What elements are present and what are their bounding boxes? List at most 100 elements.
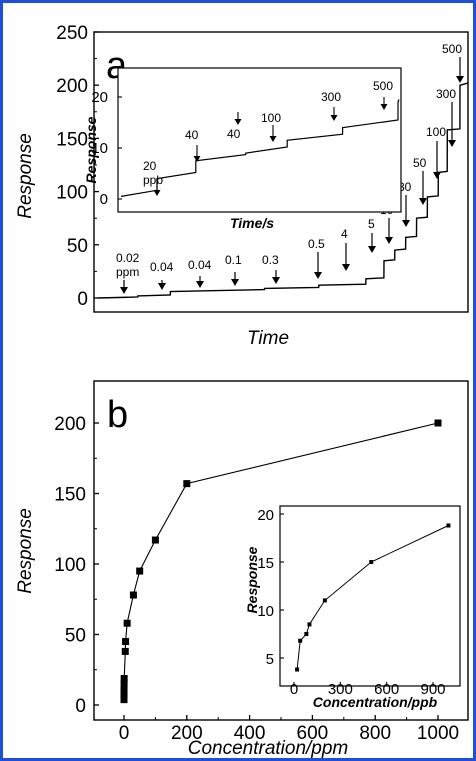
inset-a-annotations: 20 ppb 40 40 100 300 500 <box>143 79 393 196</box>
panel-a-y-tick-label: 100 <box>56 183 88 204</box>
inset-a-y-axis-title: Response <box>83 116 99 183</box>
inset-b-y-axis-title: Response <box>244 546 260 613</box>
panel-a-y-tick-label: 0 <box>77 289 88 310</box>
inset-b-markers <box>295 523 451 672</box>
inset-b-y-tick-label: 20 <box>257 507 274 524</box>
panel-a-arrow-head <box>448 140 456 147</box>
panel-a-arrow-head <box>196 281 204 288</box>
inset-b-data-point <box>322 598 327 603</box>
panel-b-y-axis-title: Response <box>15 508 36 594</box>
inset-b-y-tick-label: 15 <box>257 555 274 572</box>
panel-a-x-axis-title: Time <box>247 328 289 349</box>
inset-a-annotation-label: 40 <box>185 128 199 142</box>
inset-a-annotation-label: 100 <box>261 111 281 125</box>
panel-a-annotation-label: 0.02 ppm <box>116 251 140 279</box>
panel-b-data-point <box>123 619 131 627</box>
panel-a-annotation-label: 0.04 <box>150 260 174 274</box>
inset-b-data-point <box>298 638 303 643</box>
panel-b-x-tick-label: 1000 <box>417 723 459 744</box>
panel-a-annotation-label: 50 <box>413 156 427 170</box>
inset-b-data-point <box>369 560 374 564</box>
panel-b-data-point <box>120 696 128 704</box>
inset-b-x-axis-title: Concentration/ppb <box>313 694 438 710</box>
panel-a-axes-frame <box>93 31 469 313</box>
inset-a-annotation-label: 20 ppb <box>143 159 163 187</box>
inset-a-arrow-head <box>330 115 338 121</box>
panel-a-arrow-head <box>402 220 410 227</box>
inset-b-y-tick-label: 5 <box>266 651 274 668</box>
panel-a-annotation-label: 0.1 <box>225 253 242 267</box>
panel-b-x-tick-label: 200 <box>171 723 203 744</box>
inset-a-annotation-label: 40 <box>227 127 241 141</box>
panel-b-data-point <box>120 685 128 693</box>
inset-a-arrow-head <box>153 190 161 196</box>
panel-b-data-point <box>434 419 442 427</box>
inset-a-x-axis-title: Time/s <box>230 215 274 231</box>
panel-b-data-point <box>120 689 128 697</box>
panel-b-y-tick-label: 0 <box>75 696 86 717</box>
panel-a-y-tick-label: 150 <box>56 129 88 150</box>
inset-b-data-point <box>446 523 451 528</box>
panel-b-markers <box>120 419 442 704</box>
panel-b: b 0 50 100 150 200 0 200 400 600 800 1000 Respons… <box>15 380 469 759</box>
inset-a-y-tick-label: 20 <box>91 89 108 106</box>
inset-a-arrow-head <box>234 119 242 125</box>
panel-b-x-axis-title: Concentration/ppm <box>188 738 349 759</box>
inset-a-response-trace <box>120 99 400 197</box>
panel-a-annotation-label: 100 <box>426 125 446 139</box>
inset-a-y-tick-label: 0 <box>100 191 108 208</box>
panel-a-arrow-head <box>314 272 322 279</box>
panel-a-y-tick-label: 200 <box>56 76 88 97</box>
panel-b-x-tick-label: 800 <box>359 723 391 744</box>
panel-b-data-point <box>151 536 159 544</box>
panel-a-annotation-label: 300 <box>436 87 456 101</box>
panel-b-data-point <box>120 680 128 688</box>
inset-a-y-ticks: 0 10 20 <box>91 89 122 208</box>
panel-b-data-point <box>121 647 129 655</box>
panel-a-arrow-head <box>368 246 376 253</box>
inset-b-data-point <box>307 622 312 627</box>
panel-a-arrow-head <box>158 283 166 290</box>
inset-b-data-point <box>295 667 300 672</box>
panel-a-annotation-label: 4 <box>341 227 348 241</box>
panel-a-arrow-head <box>419 198 427 205</box>
panel-b-y-tick-label: 100 <box>54 555 86 576</box>
panel-a-annotation-label: 0.3 <box>262 253 279 267</box>
panel-b-y-tick-label: 200 <box>54 414 86 435</box>
panel-b-label: b <box>107 394 128 436</box>
panel-a-arrow-head <box>231 279 239 286</box>
inset-b-x-ticks: 0 300 600 900 <box>290 681 446 698</box>
panel-b-x-tick-label: 400 <box>234 723 266 744</box>
panel-a-arrow-head <box>456 76 464 83</box>
panel-a-y-tick-label: 250 <box>56 23 88 44</box>
panel-a-inset: 0 10 20 20 ppb 40 40 100 300 500 Response Time/s <box>83 67 402 231</box>
panel-b-data-point <box>183 480 191 488</box>
inset-b-y-tick-label: 10 <box>257 603 274 620</box>
panel-b-x-tick-label: 600 <box>297 723 329 744</box>
panel-b-y-tick-label: 150 <box>54 485 86 506</box>
panel-a-arrow-head <box>342 264 350 271</box>
inset-a-arrow-head <box>380 104 388 110</box>
panel-b-x-ticks: 0 200 400 600 800 1000 <box>119 715 459 744</box>
inset-b-data-point <box>304 632 309 636</box>
panel-a-annotation-label: 0.5 <box>308 237 325 251</box>
panel-a-y-axis-title: Response <box>15 133 36 219</box>
inset-a-annotation-label: 300 <box>321 90 341 104</box>
panel-b-y-tick-label: 50 <box>65 626 86 647</box>
panel-b-x-tick-label: 0 <box>119 723 130 744</box>
panel-a-annotations: 0.02ppm0.040.040.10.30.54510305010030050… <box>116 42 464 294</box>
panel-a-annotation-label: 500 <box>442 42 462 56</box>
inset-a-annotation-label: 500 <box>373 79 393 93</box>
panel-b-y-ticks: 0 50 100 150 200 <box>54 414 99 717</box>
inset-a-axes-frame <box>117 67 402 213</box>
panel-a-arrow-head <box>433 172 441 179</box>
panel-b-data-point <box>129 591 137 599</box>
panel-b-data-point <box>120 674 128 682</box>
inset-a-arrow-head <box>193 156 201 162</box>
inset-b-x-tick-label: 900 <box>420 681 445 698</box>
panel-a-y-tick-label: 50 <box>67 236 88 257</box>
panel-a-annotation-label: 5 <box>368 217 375 231</box>
panel-b-data-point <box>122 638 130 646</box>
